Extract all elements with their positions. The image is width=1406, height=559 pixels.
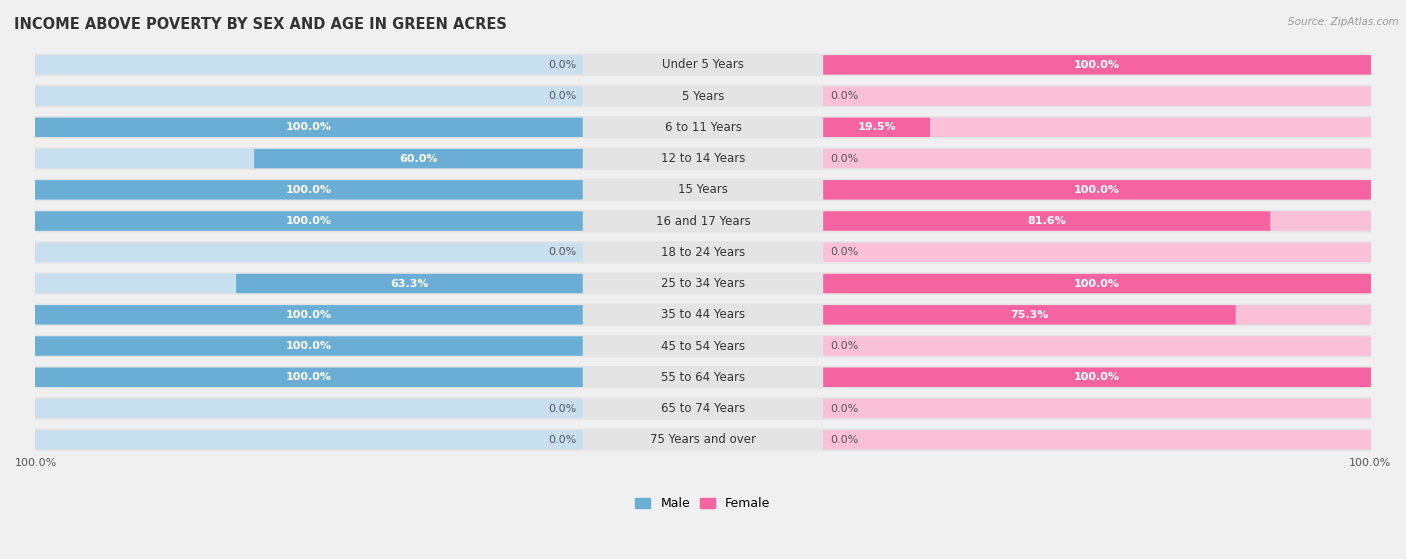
Text: 0.0%: 0.0%	[548, 247, 576, 257]
Text: 0.0%: 0.0%	[548, 60, 576, 70]
Legend: Male, Female: Male, Female	[630, 492, 776, 515]
Text: INCOME ABOVE POVERTY BY SEX AND AGE IN GREEN ACRES: INCOME ABOVE POVERTY BY SEX AND AGE IN G…	[14, 17, 508, 32]
FancyBboxPatch shape	[35, 243, 582, 262]
FancyBboxPatch shape	[35, 429, 1371, 451]
FancyBboxPatch shape	[824, 55, 1371, 74]
FancyBboxPatch shape	[35, 304, 1371, 326]
FancyBboxPatch shape	[35, 337, 582, 356]
Text: Under 5 Years: Under 5 Years	[662, 58, 744, 72]
FancyBboxPatch shape	[35, 305, 582, 324]
Text: 0.0%: 0.0%	[830, 435, 858, 445]
FancyBboxPatch shape	[35, 85, 1371, 107]
FancyBboxPatch shape	[824, 180, 1371, 200]
FancyBboxPatch shape	[824, 399, 1371, 418]
FancyBboxPatch shape	[824, 180, 1371, 200]
FancyBboxPatch shape	[824, 337, 1371, 356]
Text: 55 to 64 Years: 55 to 64 Years	[661, 371, 745, 384]
FancyBboxPatch shape	[35, 55, 582, 74]
FancyBboxPatch shape	[824, 55, 1371, 74]
Text: 5 Years: 5 Years	[682, 89, 724, 102]
Text: 0.0%: 0.0%	[830, 247, 858, 257]
FancyBboxPatch shape	[35, 211, 582, 231]
Text: 100.0%: 100.0%	[1074, 185, 1121, 195]
FancyBboxPatch shape	[35, 117, 582, 137]
Text: 35 to 44 Years: 35 to 44 Years	[661, 309, 745, 321]
FancyBboxPatch shape	[824, 368, 1371, 387]
FancyBboxPatch shape	[35, 54, 1371, 76]
FancyBboxPatch shape	[35, 337, 582, 356]
FancyBboxPatch shape	[35, 180, 582, 200]
FancyBboxPatch shape	[35, 241, 1371, 263]
FancyBboxPatch shape	[35, 397, 1371, 420]
FancyBboxPatch shape	[824, 430, 1371, 449]
FancyBboxPatch shape	[35, 211, 582, 231]
Text: 100.0%: 100.0%	[1348, 458, 1391, 468]
Text: 100.0%: 100.0%	[1074, 60, 1121, 70]
Text: Source: ZipAtlas.com: Source: ZipAtlas.com	[1288, 17, 1399, 27]
Text: 45 to 54 Years: 45 to 54 Years	[661, 339, 745, 353]
FancyBboxPatch shape	[824, 149, 1371, 168]
FancyBboxPatch shape	[35, 274, 582, 293]
FancyBboxPatch shape	[35, 399, 582, 418]
Text: 12 to 14 Years: 12 to 14 Years	[661, 152, 745, 165]
FancyBboxPatch shape	[35, 368, 582, 387]
Text: 6 to 11 Years: 6 to 11 Years	[665, 121, 741, 134]
FancyBboxPatch shape	[35, 148, 1371, 170]
FancyBboxPatch shape	[35, 366, 1371, 389]
FancyBboxPatch shape	[824, 117, 929, 137]
Text: 18 to 24 Years: 18 to 24 Years	[661, 246, 745, 259]
FancyBboxPatch shape	[35, 430, 582, 449]
Text: 0.0%: 0.0%	[548, 91, 576, 101]
Text: 16 and 17 Years: 16 and 17 Years	[655, 215, 751, 228]
Text: 63.3%: 63.3%	[389, 278, 429, 288]
FancyBboxPatch shape	[35, 335, 1371, 357]
Text: 0.0%: 0.0%	[548, 404, 576, 414]
FancyBboxPatch shape	[236, 274, 582, 293]
FancyBboxPatch shape	[824, 274, 1371, 293]
FancyBboxPatch shape	[824, 87, 1371, 106]
Text: 15 Years: 15 Years	[678, 183, 728, 196]
Text: 0.0%: 0.0%	[830, 404, 858, 414]
Text: 100.0%: 100.0%	[285, 341, 332, 351]
FancyBboxPatch shape	[35, 149, 582, 168]
Text: 0.0%: 0.0%	[830, 154, 858, 164]
Text: 75.3%: 75.3%	[1011, 310, 1049, 320]
Text: 100.0%: 100.0%	[1074, 372, 1121, 382]
FancyBboxPatch shape	[35, 87, 582, 106]
FancyBboxPatch shape	[35, 180, 582, 200]
FancyBboxPatch shape	[824, 211, 1371, 231]
FancyBboxPatch shape	[824, 211, 1270, 231]
Text: 100.0%: 100.0%	[285, 122, 332, 132]
Text: 100.0%: 100.0%	[285, 185, 332, 195]
FancyBboxPatch shape	[254, 149, 582, 168]
FancyBboxPatch shape	[824, 243, 1371, 262]
Text: 100.0%: 100.0%	[285, 310, 332, 320]
FancyBboxPatch shape	[35, 305, 582, 324]
Text: 0.0%: 0.0%	[548, 435, 576, 445]
Text: 100.0%: 100.0%	[1074, 278, 1121, 288]
FancyBboxPatch shape	[35, 117, 582, 137]
Text: 81.6%: 81.6%	[1028, 216, 1066, 226]
Text: 65 to 74 Years: 65 to 74 Years	[661, 402, 745, 415]
FancyBboxPatch shape	[35, 368, 582, 387]
Text: 60.0%: 60.0%	[399, 154, 437, 164]
Text: 100.0%: 100.0%	[285, 372, 332, 382]
Text: 25 to 34 Years: 25 to 34 Years	[661, 277, 745, 290]
FancyBboxPatch shape	[35, 210, 1371, 233]
Text: 75 Years and over: 75 Years and over	[650, 433, 756, 446]
Text: 100.0%: 100.0%	[285, 216, 332, 226]
FancyBboxPatch shape	[35, 178, 1371, 201]
Text: 0.0%: 0.0%	[830, 91, 858, 101]
FancyBboxPatch shape	[824, 368, 1371, 387]
Text: 100.0%: 100.0%	[15, 458, 58, 468]
FancyBboxPatch shape	[35, 272, 1371, 295]
FancyBboxPatch shape	[824, 305, 1371, 324]
Text: 19.5%: 19.5%	[858, 122, 896, 132]
FancyBboxPatch shape	[824, 274, 1371, 293]
FancyBboxPatch shape	[824, 305, 1236, 324]
FancyBboxPatch shape	[824, 117, 1371, 137]
Text: 0.0%: 0.0%	[830, 341, 858, 351]
FancyBboxPatch shape	[35, 116, 1371, 139]
